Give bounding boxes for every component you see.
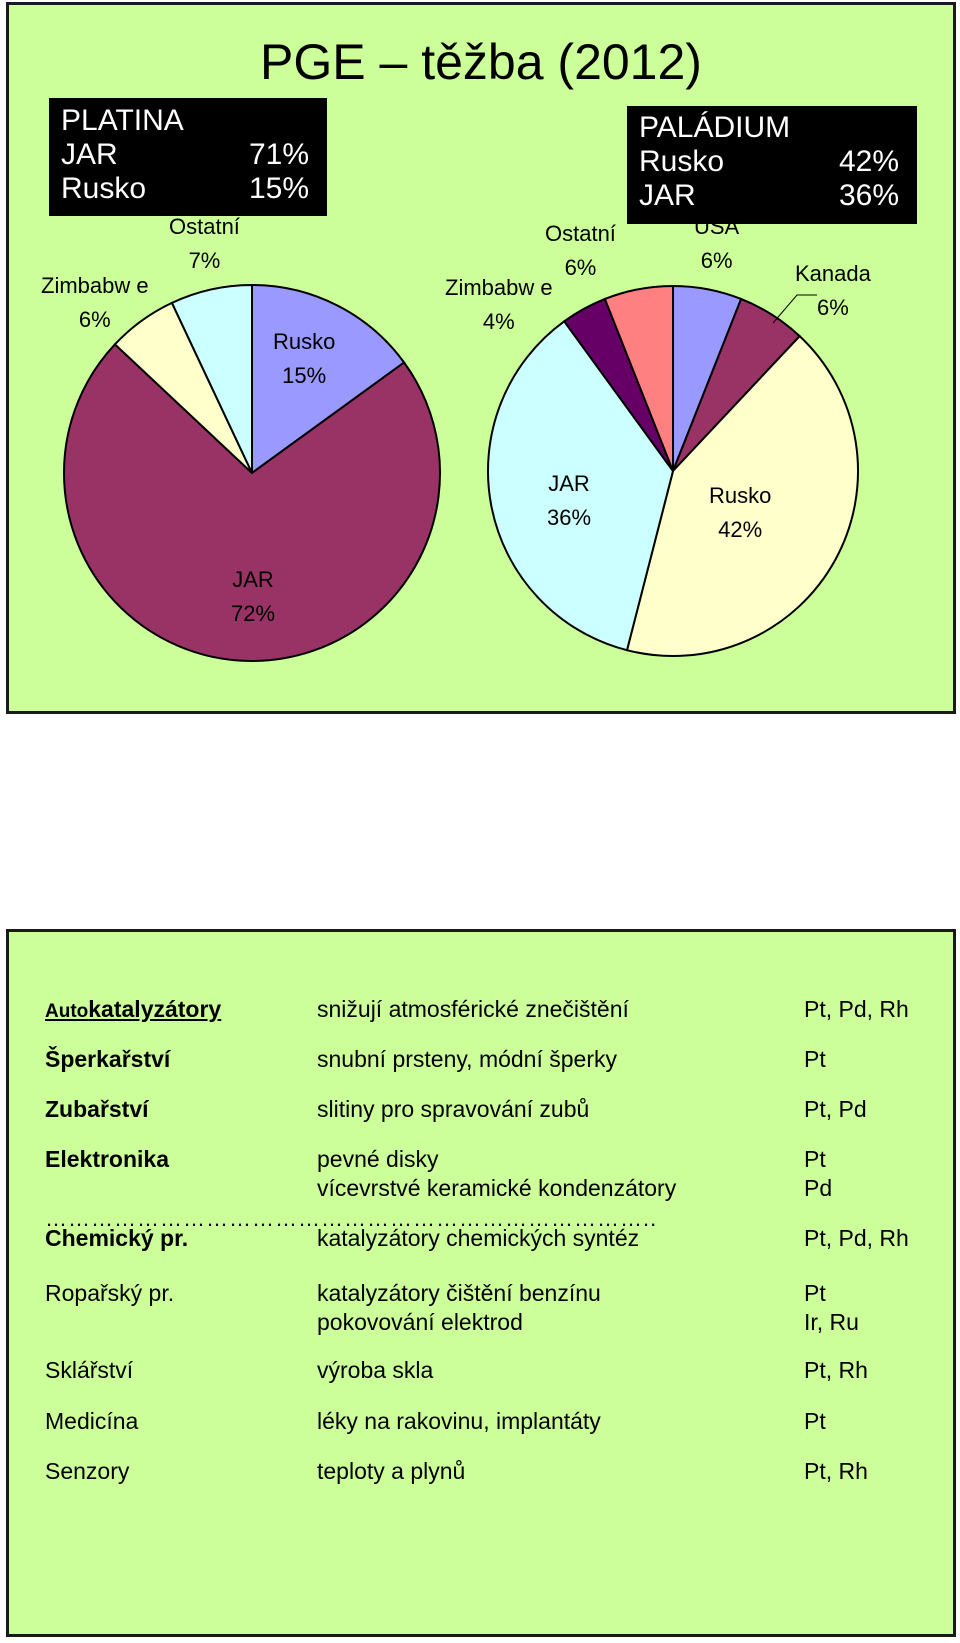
pie2-label-usa: USA 6% [694, 214, 740, 273]
use-metals: Pt, Pd, Rh [804, 996, 909, 1023]
palladium-row-value: 42% [838, 145, 899, 178]
use-metals: Pt Ir, Ru [804, 1280, 859, 1336]
use-metals-line: Pt [804, 1408, 826, 1434]
use-description-line: léky na rakovinu, implantáty [317, 1408, 601, 1434]
use-description-line: pokovování elektrod [317, 1309, 523, 1335]
use-metals: Pt [804, 1408, 826, 1435]
use-metals-line: Pt, Rh [804, 1357, 868, 1383]
use-metals: Pt, Pd [804, 1096, 867, 1123]
use-metals: Pt, Rh [804, 1458, 868, 1485]
pie2-label-ostatni: Ostatní 6% [545, 221, 616, 280]
platinum-row-value: 15% [248, 172, 309, 205]
use-area: Senzory [45, 1458, 130, 1484]
use-description-line: teploty a plynů [317, 1458, 466, 1484]
pie1-label-ostatni: Ostatní 7% [169, 214, 240, 273]
use-description: snižují atmosférické znečištění [317, 996, 629, 1023]
palladium-row-name: JAR [639, 179, 696, 212]
chart-panel: PGE – těžba (2012) PLATINA JAR 71% Rusko 1… [6, 2, 956, 714]
pie2-label-zimbabwe: Zimbabw e 4% [445, 275, 553, 334]
use-area: Ropařský pr. [45, 1280, 175, 1306]
palladium-row-value: 36% [838, 179, 899, 212]
use-metals-line: Pt [804, 1046, 826, 1072]
use-description: výroba skla [317, 1357, 433, 1384]
use-area: Elektronika [45, 1146, 169, 1172]
pie1-label-jar: JAR 72% [231, 567, 276, 626]
use-description: slitiny pro spravování zubů [317, 1096, 589, 1123]
use-area: Šperkařství [45, 1046, 171, 1072]
use-metals: Pt, Rh [804, 1357, 868, 1384]
platinum-row-name: Rusko [61, 172, 147, 205]
use-metals-line: Pt [804, 1280, 826, 1306]
use-metals: Pt Pd [804, 1146, 832, 1202]
platinum-row-name: JAR [61, 138, 118, 171]
pie1-label-rusko: Rusko 15% [273, 329, 336, 388]
use-description: pevné disky vícevrstvé keramické kondenzá… [317, 1146, 676, 1202]
use-metals-line: Pt, Pd [804, 1096, 867, 1122]
platinum-row-value: 71% [248, 138, 309, 171]
use-description-line: snubní prsteny, módní šperky [317, 1046, 617, 1072]
use-area: Medicína [45, 1408, 139, 1434]
use-description-line: pevné disky [317, 1146, 439, 1172]
use-area: Zubařství [45, 1096, 149, 1122]
use-description-line: snižují atmosférické znečištění [317, 996, 629, 1022]
pie2-slice-rusko [625, 334, 859, 657]
use-metals-line: Pt, Pd, Rh [804, 1225, 909, 1251]
pie2-slice-ostatn [603, 284, 674, 472]
uses-table-panel: Autokatalyzátory snižují atmosférické zne… [6, 929, 956, 1637]
use-description-line: katalyzátory chemických syntéz [317, 1225, 640, 1251]
palladium-summary-box: PALÁDIUM Rusko 42% JAR 36% [627, 106, 917, 224]
use-description-line: slitiny pro spravování zubů [317, 1096, 590, 1122]
separator-dots: …………………………………………………………………….. [45, 1206, 658, 1231]
use-area: Sklářství [45, 1357, 134, 1383]
palladium-heading: PALÁDIUM [639, 111, 791, 144]
pie1-slice-rusko [251, 283, 406, 475]
chart-title: PGE – těžba (2012) [260, 34, 702, 90]
use-description-line: vícevrstvé keramické kondenzátory [317, 1175, 677, 1201]
use-area-suffix: katalyzátory [88, 996, 222, 1022]
use-description-line: výroba skla [317, 1357, 434, 1383]
use-metals-line: Pt, Pd, Rh [804, 996, 909, 1022]
pie-charts [63, 283, 859, 662]
pie2-label-kanada: Kanada 6% [795, 261, 871, 320]
use-description: katalyzátory čištění benzínu pokovování e… [317, 1280, 601, 1336]
pie1-label-zimbabwe: Zimbabw e 6% [41, 273, 149, 332]
pie2-label-jar: JAR 36% [547, 471, 592, 530]
use-area: Autokatalyzátory [45, 996, 221, 1023]
use-description: snubní prsteny, módní šperky [317, 1046, 617, 1073]
pie2-slice-jar [487, 319, 675, 652]
use-metals-line: Ir, Ru [804, 1309, 859, 1335]
use-metals-line: Pt, Rh [804, 1458, 868, 1484]
palladium-row-name: Rusko [639, 145, 725, 178]
use-area: Chemický pr. [45, 1225, 189, 1251]
use-area-prefix: Auto [45, 1001, 89, 1022]
use-metals: Pt, Pd, Rh [804, 1225, 909, 1252]
pie2-label-rusko: Rusko 42% [709, 483, 772, 542]
platinum-heading: PLATINA [61, 104, 184, 137]
use-description: katalyzátory chemických syntéz [317, 1225, 639, 1252]
pie1-slice-ostatn [170, 283, 253, 474]
use-metals: Pt [804, 1046, 826, 1073]
platinum-summary-box: PLATINA JAR 71% Rusko 15% [49, 98, 327, 216]
use-metals-line: Pd [804, 1175, 833, 1201]
use-metals-line: Pt [804, 1146, 826, 1172]
use-description-line: katalyzátory čištění benzínu [317, 1280, 601, 1306]
pie2-leader-line [772, 294, 817, 324]
use-description: teploty a plynů [317, 1458, 465, 1485]
use-description: léky na rakovinu, implantáty [317, 1408, 601, 1435]
pie1-slice-jar [63, 342, 441, 662]
